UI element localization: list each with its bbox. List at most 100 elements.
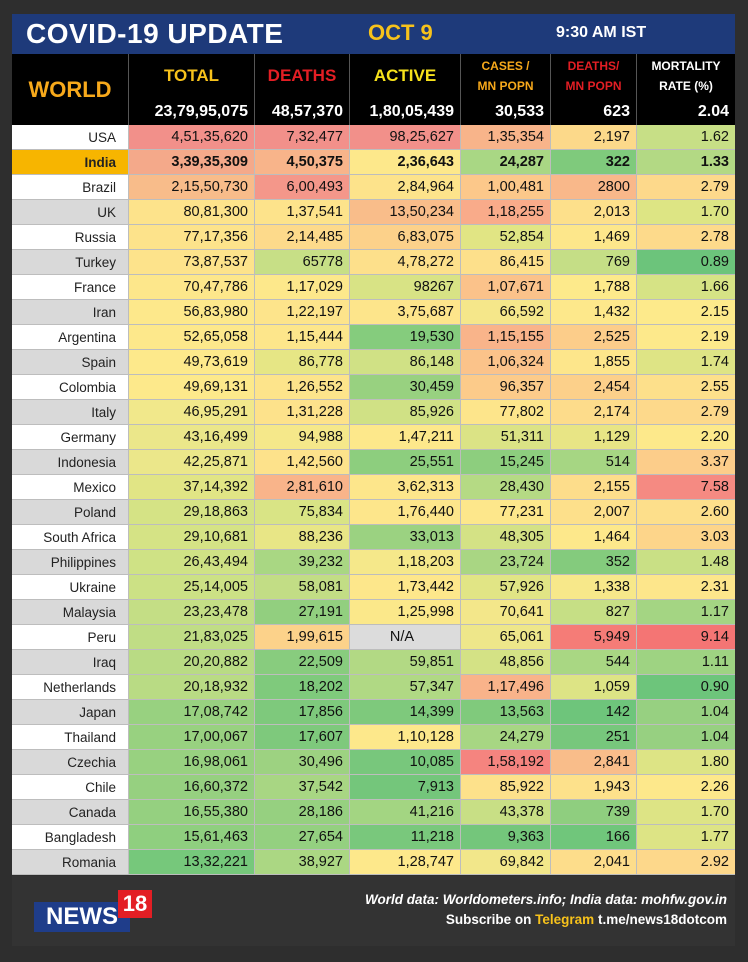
table-row: Czechia 16,98,061 30,496 10,085 1,58,192 2,84… <box>12 750 735 775</box>
table-row: Indonesia 42,25,871 1,42,560 25,551 15,245 51… <box>12 450 735 475</box>
cell-mortality: 2.79 <box>637 175 735 200</box>
cell-total: 3,39,35,309 <box>129 150 255 175</box>
cell-active: 1,73,442 <box>350 575 461 600</box>
cell-deaths-mn: 769 <box>551 250 637 275</box>
cell-cases-mn: 57,926 <box>461 575 551 600</box>
cell-mortality: 1.70 <box>637 800 735 825</box>
cell-cases-mn: 70,641 <box>461 600 551 625</box>
cell-deaths-mn: 2,041 <box>551 850 637 875</box>
cell-mortality: 0.89 <box>637 250 735 275</box>
data-source: World data: Worldometers.info; India dat… <box>364 892 727 907</box>
cell-cases-mn: 15,245 <box>461 450 551 475</box>
cell-active: 2,84,964 <box>350 175 461 200</box>
col-header-active: ACTIVE <box>350 54 461 98</box>
logo-18-badge: 18 <box>118 890 152 918</box>
col-header-mortality-line1: MORTALITY <box>651 59 721 73</box>
world-mortality: 2.04 <box>697 103 729 120</box>
cell-deaths: 1,99,615 <box>255 625 350 650</box>
world-cases-per-mn: 30,533 <box>461 98 551 126</box>
cell-deaths: 1,17,029 <box>255 275 350 300</box>
cell-total: 49,69,131 <box>129 375 255 400</box>
news18-logo: NEWS 18 <box>34 890 152 932</box>
table-row: France 70,47,786 1,17,029 98267 1,07,671 1,78… <box>12 275 735 300</box>
table-row: Philippines 26,43,494 39,232 1,18,203 23,724… <box>12 550 735 575</box>
cell-total: 49,73,619 <box>129 350 255 375</box>
cell-mortality: 2.19 <box>637 325 735 350</box>
cell-active: 98267 <box>350 275 461 300</box>
table-header: WORLD TOTAL DEATHS ACTIVE CASES / MN POP… <box>12 54 735 126</box>
cell-total: 17,08,742 <box>129 700 255 725</box>
subscribe-prefix: Subscribe on <box>445 912 532 927</box>
cell-mortality: 7.58 <box>637 475 735 500</box>
cell-mortality: 2.55 <box>637 375 735 400</box>
cell-total: 26,43,494 <box>129 550 255 575</box>
cell-deaths-mn: 2,007 <box>551 500 637 525</box>
country-name: Turkey <box>12 250 129 275</box>
cell-mortality: 2.20 <box>637 425 735 450</box>
cell-deaths-mn: 2800 <box>551 175 637 200</box>
cell-mortality: 3.03 <box>637 525 735 550</box>
subscribe-line: Subscribe on Telegram t.me/news18dotcom <box>446 912 727 927</box>
country-name: Chile <box>12 775 129 800</box>
cell-total: 29,10,681 <box>129 525 255 550</box>
cell-mortality: 1.74 <box>637 350 735 375</box>
country-name: Indonesia <box>12 450 129 475</box>
cell-deaths: 22,509 <box>255 650 350 675</box>
country-name: Mexico <box>12 475 129 500</box>
cell-deaths-mn: 2,841 <box>551 750 637 775</box>
cell-active: 25,551 <box>350 450 461 475</box>
cell-deaths-mn: 1,059 <box>551 675 637 700</box>
cell-deaths-mn: 544 <box>551 650 637 675</box>
cell-active: 4,78,272 <box>350 250 461 275</box>
cell-active: 1,25,998 <box>350 600 461 625</box>
cell-cases-mn: 77,802 <box>461 400 551 425</box>
col-header-total: TOTAL <box>129 54 255 98</box>
cell-active: 98,25,627 <box>350 125 461 150</box>
cell-total: 16,60,372 <box>129 775 255 800</box>
cell-mortality: 1.04 <box>637 700 735 725</box>
cell-deaths: 27,654 <box>255 825 350 850</box>
cell-cases-mn: 69,842 <box>461 850 551 875</box>
cell-cases-mn: 1,58,192 <box>461 750 551 775</box>
table-row: Iraq 20,20,882 22,509 59,851 48,856 544 1.11 <box>12 650 735 675</box>
cell-cases-mn: 43,378 <box>461 800 551 825</box>
cell-active: 1,47,211 <box>350 425 461 450</box>
table-row: Russia 77,17,356 2,14,485 6,83,075 52,854 1,4… <box>12 225 735 250</box>
col-header-cases-per-mn-line1: CASES / <box>481 59 530 73</box>
cell-deaths: 58,081 <box>255 575 350 600</box>
telegram-link[interactable]: t.me/news18dotcom <box>597 912 727 927</box>
cell-active: 6,83,075 <box>350 225 461 250</box>
country-name: Netherlands <box>12 675 129 700</box>
cell-total: 70,47,786 <box>129 275 255 300</box>
table-row: Canada 16,55,380 28,186 41,216 43,378 739 1.70 <box>12 800 735 825</box>
cell-total: 42,25,871 <box>129 450 255 475</box>
cell-deaths: 28,186 <box>255 800 350 825</box>
cell-cases-mn: 1,07,671 <box>461 275 551 300</box>
cell-deaths-mn: 827 <box>551 600 637 625</box>
col-header-deaths-per-mn-line1: DEATHS/ <box>567 59 620 73</box>
table-row: Iran 56,83,980 1,22,197 3,75,687 66,592 1,432… <box>12 300 735 325</box>
table-row: Thailand 17,00,067 17,607 1,10,128 24,279 251… <box>12 725 735 750</box>
cell-cases-mn: 28,430 <box>461 475 551 500</box>
cell-cases-mn: 24,279 <box>461 725 551 750</box>
cell-mortality: 2.92 <box>637 850 735 875</box>
col-header-mortality-line2: RATE (%) <box>659 79 713 93</box>
country-name: France <box>12 275 129 300</box>
cell-deaths: 38,927 <box>255 850 350 875</box>
col-header-deaths: DEATHS <box>255 54 350 98</box>
cell-deaths: 88,236 <box>255 525 350 550</box>
cell-total: 43,16,499 <box>129 425 255 450</box>
cell-total: 16,55,380 <box>129 800 255 825</box>
cell-deaths-mn: 1,788 <box>551 275 637 300</box>
country-name: Russia <box>12 225 129 250</box>
cell-deaths: 1,42,560 <box>255 450 350 475</box>
cell-active: 7,913 <box>350 775 461 800</box>
page-title: COVID-19 UPDATE <box>26 18 284 49</box>
table-row: Chile 16,60,372 37,542 7,913 85,922 1,943 2.26 <box>12 775 735 800</box>
cell-total: 20,18,932 <box>129 675 255 700</box>
cell-mortality: 2.78 <box>637 225 735 250</box>
table-row: Japan 17,08,742 17,856 14,399 13,563 142 1.04 <box>12 700 735 725</box>
cell-cases-mn: 1,00,481 <box>461 175 551 200</box>
cell-cases-mn: 77,231 <box>461 500 551 525</box>
cell-active: 59,851 <box>350 650 461 675</box>
